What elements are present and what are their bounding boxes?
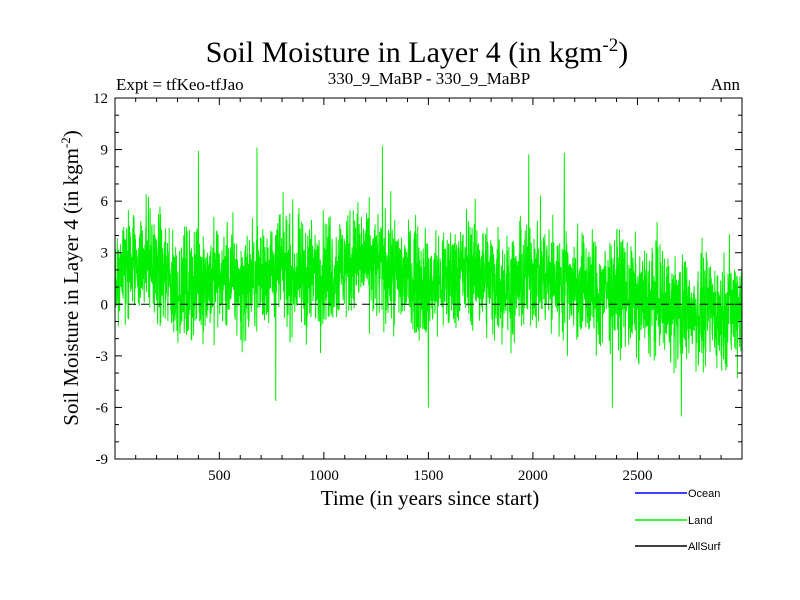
- series-land-path: [114, 145, 743, 417]
- series-land-line: [114, 145, 743, 417]
- subtitle-center: 330_9_MaBP - 330_9_MaBP: [328, 69, 530, 88]
- legend: Ocean Land AllSurf: [635, 488, 721, 553]
- x-tick-label: 500: [208, 468, 231, 484]
- axis-ticks: 12 9 6 3 0 -3 -6 -9 500 1000 1500 2000 2500: [93, 91, 742, 484]
- x-axis-label: Time (in years since start): [321, 486, 540, 510]
- y-tick-label: 0: [101, 297, 109, 313]
- y-tick-label: 6: [101, 194, 109, 210]
- y-tick-label: -6: [96, 400, 109, 416]
- subtitle-left: Expt = tfKeo-tfJao: [116, 75, 244, 94]
- x-tick-label: 1500: [413, 468, 443, 484]
- legend-label-allsurf: AllSurf: [688, 541, 721, 553]
- y-tick-label: 12: [93, 91, 108, 107]
- y-tick-label: 3: [101, 246, 109, 262]
- y-axis-label: Soil Moisture in Layer 4 (in kgm-2): [58, 130, 83, 425]
- chart-title: Soil Moisture in Layer 4 (in kgm-2): [206, 35, 628, 69]
- legend-label-land: Land: [688, 515, 712, 527]
- legend-label-ocean: Ocean: [688, 488, 720, 500]
- y-tick-label: 9: [101, 143, 109, 159]
- x-tick-label: 1000: [309, 468, 339, 484]
- y-tick-label: -9: [96, 452, 109, 468]
- x-tick-label: 2500: [622, 468, 652, 484]
- x-tick-label: 2000: [518, 468, 548, 484]
- subtitle-right: Ann: [711, 75, 741, 94]
- y-tick-label: -3: [96, 349, 109, 365]
